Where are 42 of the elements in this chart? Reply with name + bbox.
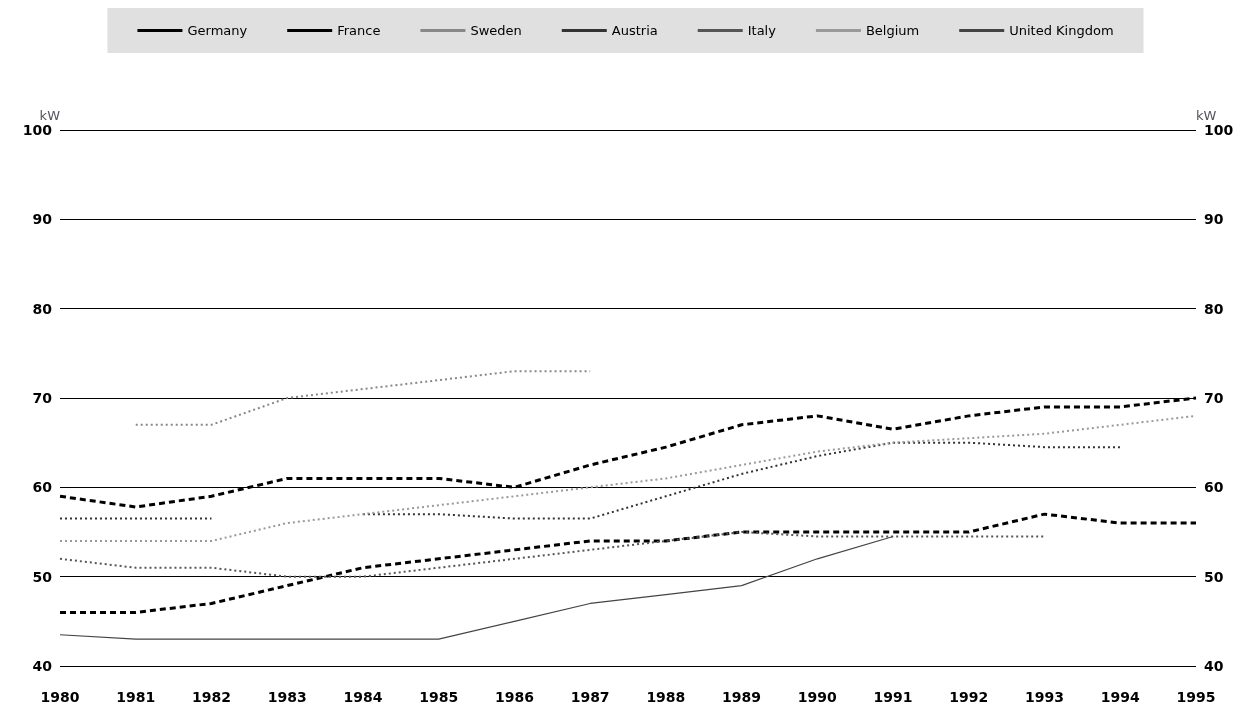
x-tick-label: 1995 <box>1176 689 1216 705</box>
x-tick-label: 1986 <box>494 689 534 705</box>
x-tick-label: 1994 <box>1100 689 1141 705</box>
y2-tick-label: 100 <box>1204 122 1234 138</box>
x-tick-label: 1985 <box>419 689 459 705</box>
y-tick-label: 40 <box>32 658 53 674</box>
x-tick-label: 1987 <box>570 689 610 705</box>
y-tick-label: 80 <box>32 300 53 317</box>
line-series <box>59 535 894 640</box>
y-axis-title: kW <box>39 108 61 123</box>
y-tick-label: 70 <box>32 390 53 406</box>
x-tick-label: 1988 <box>646 689 686 705</box>
line-series <box>59 531 1046 578</box>
y2-tick-label: 50 <box>1204 568 1224 585</box>
y-tick-label: 60 <box>32 479 53 496</box>
x-tick-label: 1989 <box>722 689 762 705</box>
x-tick-label: 1992 <box>949 689 989 705</box>
x-tick-label: 1991 <box>873 689 913 705</box>
x-tick-label: 1983 <box>267 689 307 705</box>
y2-tick-label: 90 <box>1204 211 1224 228</box>
y2-tick-label: 80 <box>1204 300 1224 317</box>
x-tick-label: 1984 <box>343 689 383 705</box>
legend-label: Italy <box>747 23 777 38</box>
y2-tick-label: 40 <box>1204 658 1224 674</box>
y-tick-label: 100 <box>22 122 53 138</box>
x-tick-label: 1993 <box>1025 689 1065 705</box>
legend-label: Sweden <box>470 23 522 38</box>
legend-label: United Kingdom <box>1009 23 1114 38</box>
x-tick-label: 1980 <box>40 689 80 705</box>
x-tick-label: 1990 <box>797 689 838 705</box>
legend-label: Austria <box>611 23 658 38</box>
y2-tick-label: 70 <box>1204 390 1224 406</box>
legend-label: Belgium <box>865 23 920 38</box>
y-tick-label: 50 <box>32 568 53 585</box>
y2-axis-title: kW <box>1196 108 1217 123</box>
legend-label: France <box>337 23 381 38</box>
x-tick-label: 1982 <box>191 689 231 705</box>
y2-tick-label: 60 <box>1204 479 1224 496</box>
line-series <box>58 512 1198 614</box>
legend-label: Germany <box>187 23 248 38</box>
x-tick-label: 1981 <box>116 689 156 705</box>
y-tick-label: 90 <box>32 211 53 228</box>
